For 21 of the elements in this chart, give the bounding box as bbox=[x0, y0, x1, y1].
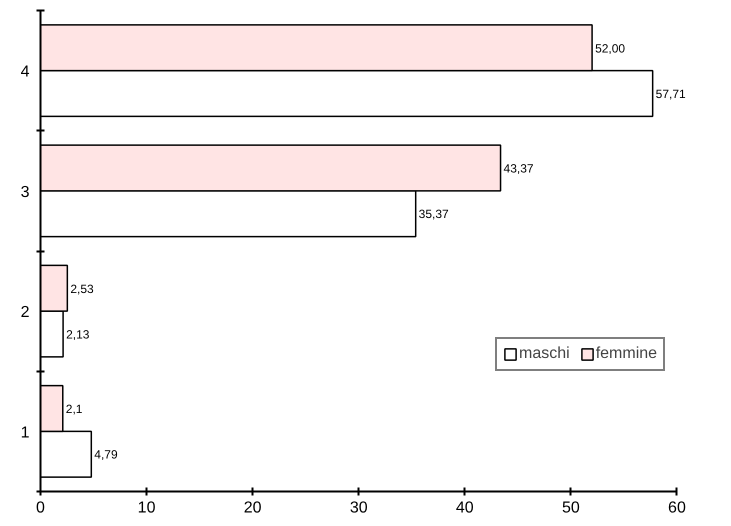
x-tick-label: 60 bbox=[668, 500, 686, 516]
data-label: 35,37 bbox=[418, 207, 450, 222]
data-label: 52,00 bbox=[595, 41, 626, 56]
x-tick-label: 20 bbox=[244, 500, 262, 516]
y-tick-label: 4 bbox=[20, 64, 30, 81]
x-tick-label: 0 bbox=[36, 500, 46, 516]
data-label: 2,13 bbox=[66, 327, 90, 342]
y-tick-label: 1 bbox=[20, 424, 30, 442]
legend-label: femmine bbox=[596, 345, 658, 363]
data-label: 2,53 bbox=[70, 282, 94, 296]
data-label: 4,79 bbox=[94, 448, 118, 462]
legend-label: maschi bbox=[519, 345, 570, 363]
data-label: 57,71 bbox=[656, 86, 686, 101]
data-label: 43,37 bbox=[504, 162, 534, 176]
data-label: 2,1 bbox=[66, 402, 83, 416]
x-tick-label: 30 bbox=[350, 500, 368, 516]
x-tick-label: 10 bbox=[138, 500, 156, 516]
x-tick-label: 40 bbox=[456, 500, 474, 516]
y-tick-label: 3 bbox=[20, 184, 30, 201]
x-tick-label: 50 bbox=[562, 500, 580, 516]
y-tick-label: 2 bbox=[20, 304, 30, 322]
